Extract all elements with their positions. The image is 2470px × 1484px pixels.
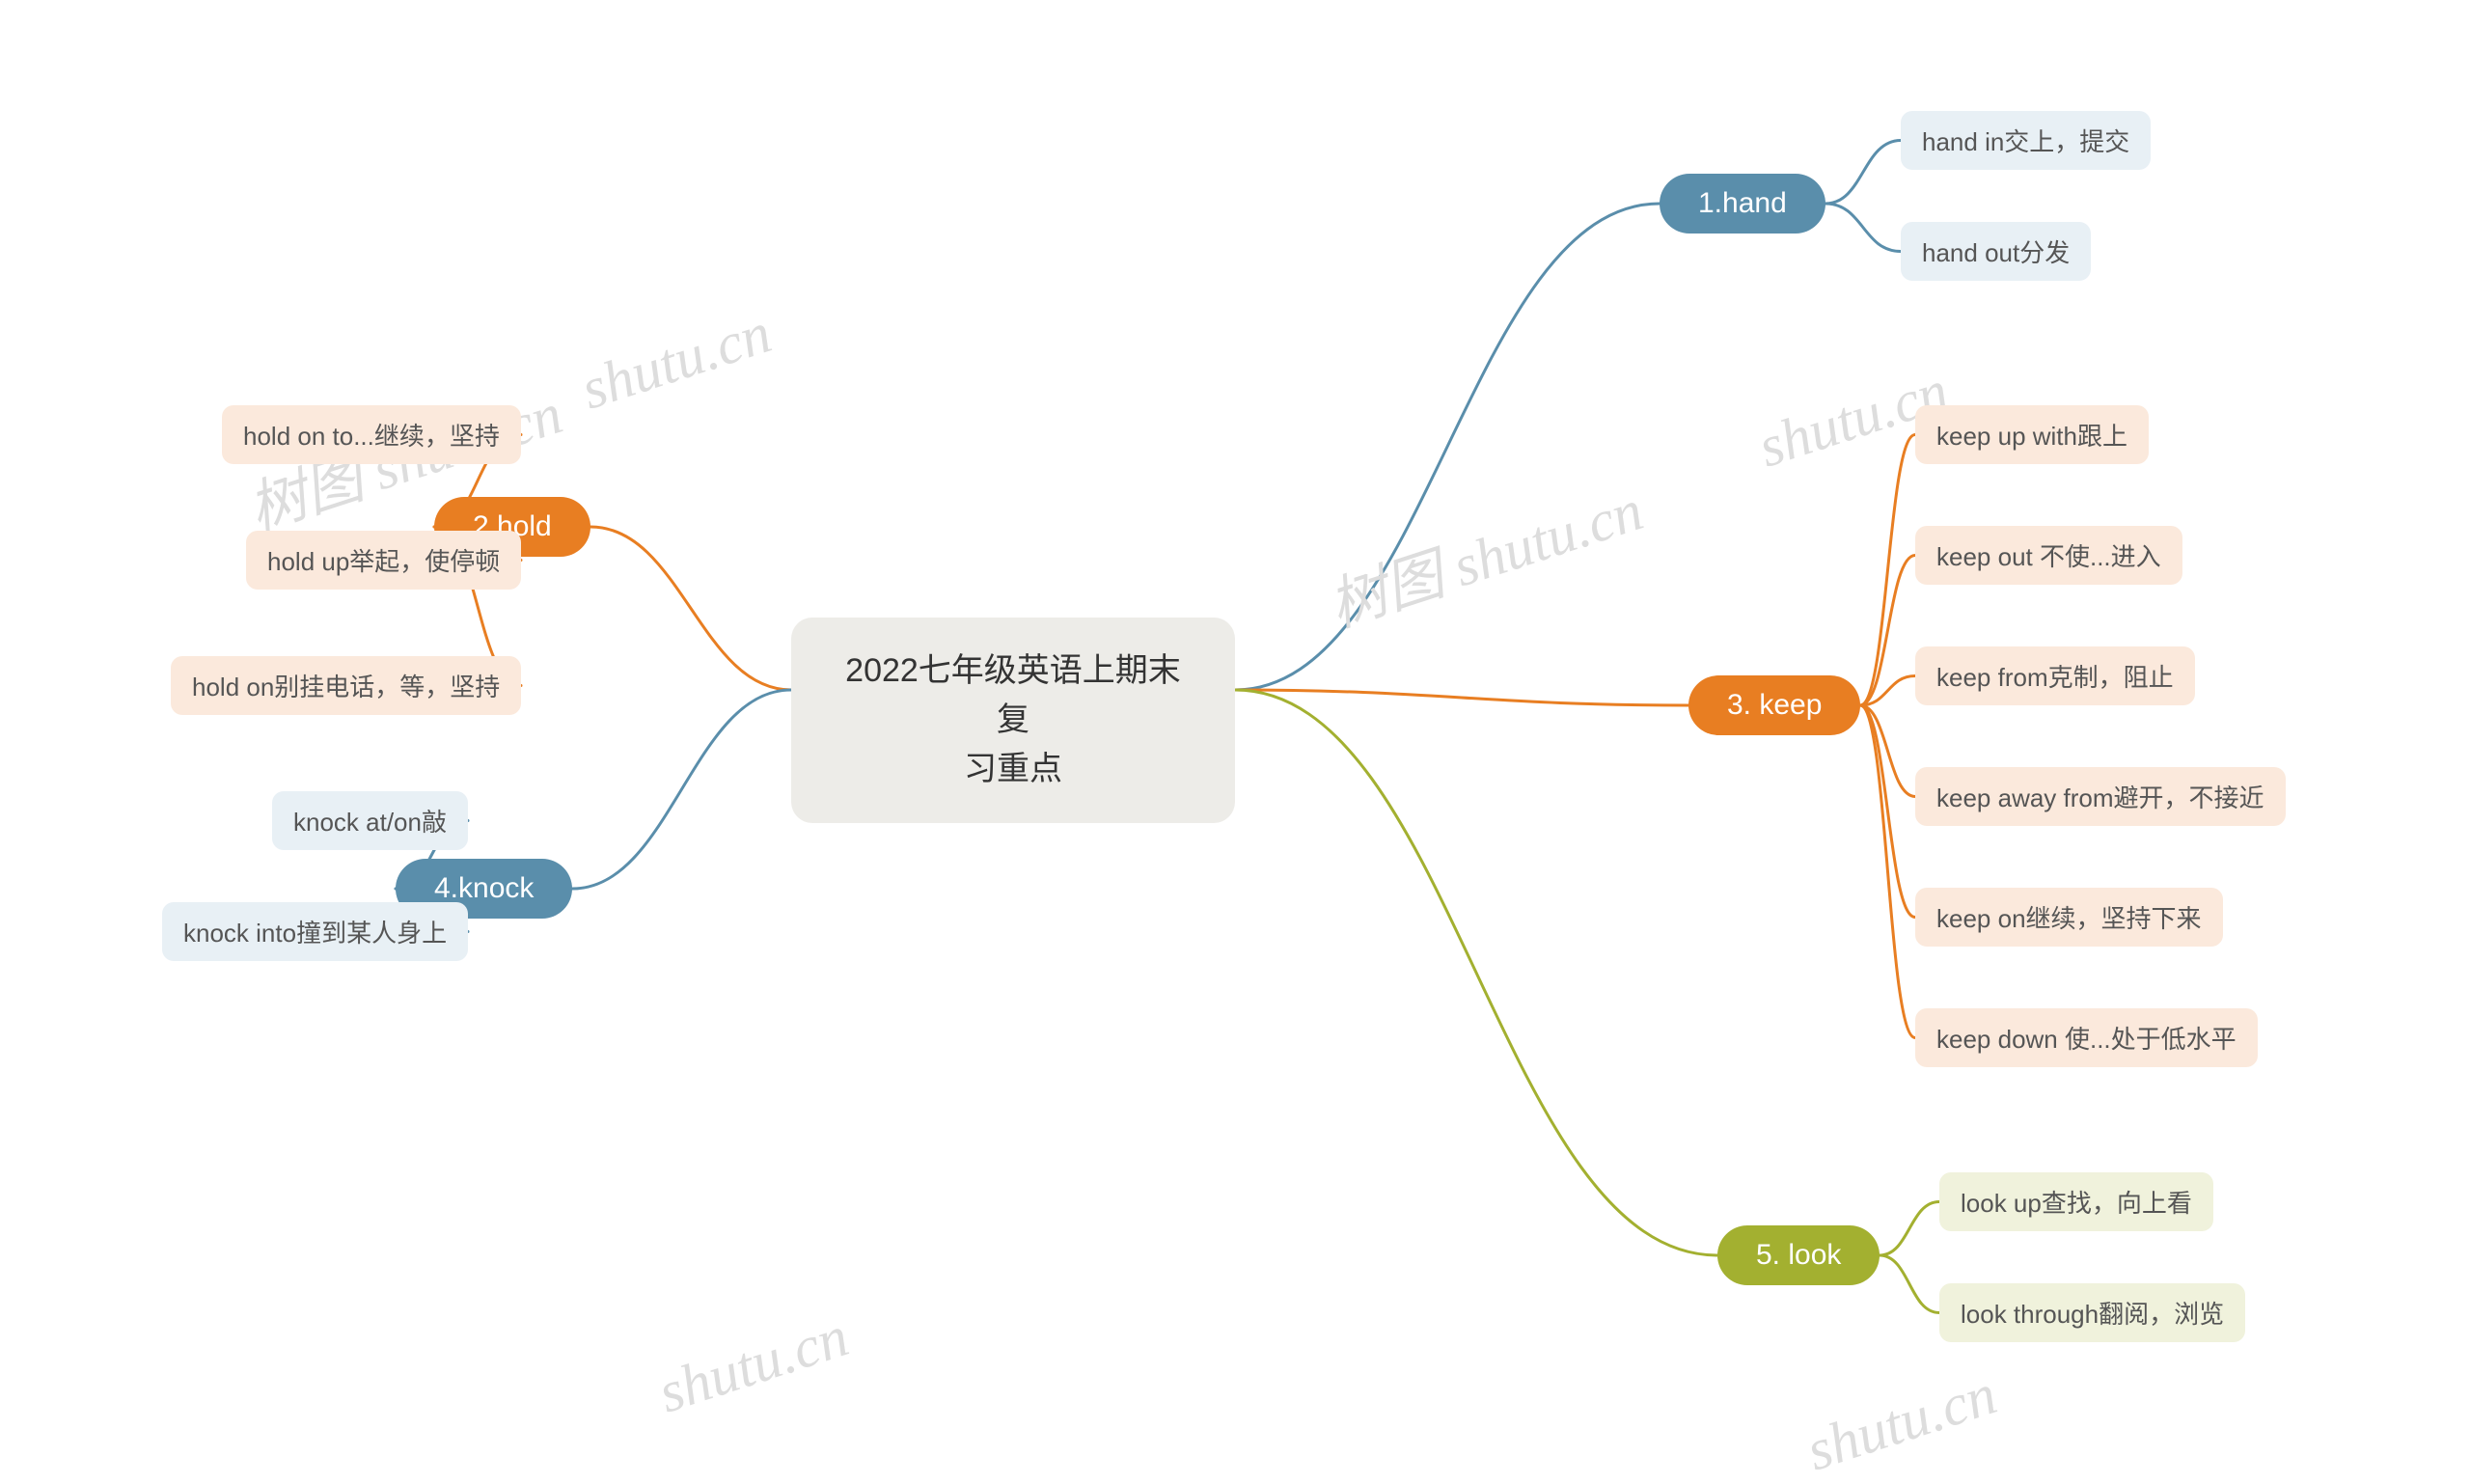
watermark: 树图 shutu.cn <box>1317 463 1652 644</box>
watermark: shutu.cn <box>573 300 779 424</box>
leaf-look-0: look up查找，向上看 <box>1939 1172 2213 1231</box>
leaf-keep-2: keep from克制，阻止 <box>1915 646 2195 705</box>
leaf-hold-2: hold on别挂电话，等，坚持 <box>171 656 521 715</box>
leaf-keep-3: keep away from避开，不接近 <box>1915 767 2286 826</box>
leaf-keep-0: keep up with跟上 <box>1915 405 2149 464</box>
leaf-keep-1: keep out 不使...进入 <box>1915 526 2182 585</box>
leaf-hold-0: hold on to...继续，坚持 <box>222 405 521 464</box>
connector-layer <box>0 0 2470 1475</box>
root-title-line1: 2022七年级英语上期末复 <box>839 646 1187 745</box>
branch-look: 5. look <box>1717 1225 1880 1285</box>
leaf-look-1: look through翻阅，浏览 <box>1939 1283 2245 1342</box>
mindmap-canvas: 树图 shutu.cnshutu.cn树图 shutu.cnshutu.cnsh… <box>0 0 2470 1475</box>
root-node: 2022七年级英语上期末复 习重点 <box>791 618 1235 823</box>
leaf-knock-1: knock into撞到某人身上 <box>162 902 468 961</box>
leaf-keep-4: keep on继续，坚持下来 <box>1915 888 2223 947</box>
leaf-hand-0: hand in交上，提交 <box>1901 111 2151 170</box>
root-title-line2: 习重点 <box>839 745 1187 794</box>
watermark: shutu.cn <box>1798 1361 2004 1484</box>
watermark: shutu.cn <box>650 1304 856 1427</box>
leaf-knock-0: knock at/on敲 <box>272 791 468 850</box>
leaf-keep-5: keep down 使...处于低水平 <box>1915 1008 2258 1067</box>
branch-keep: 3. keep <box>1688 675 1860 735</box>
leaf-hold-1: hold up举起，使停顿 <box>246 531 521 590</box>
leaf-hand-1: hand out分发 <box>1901 222 2091 281</box>
branch-hand: 1.hand <box>1660 174 1825 234</box>
